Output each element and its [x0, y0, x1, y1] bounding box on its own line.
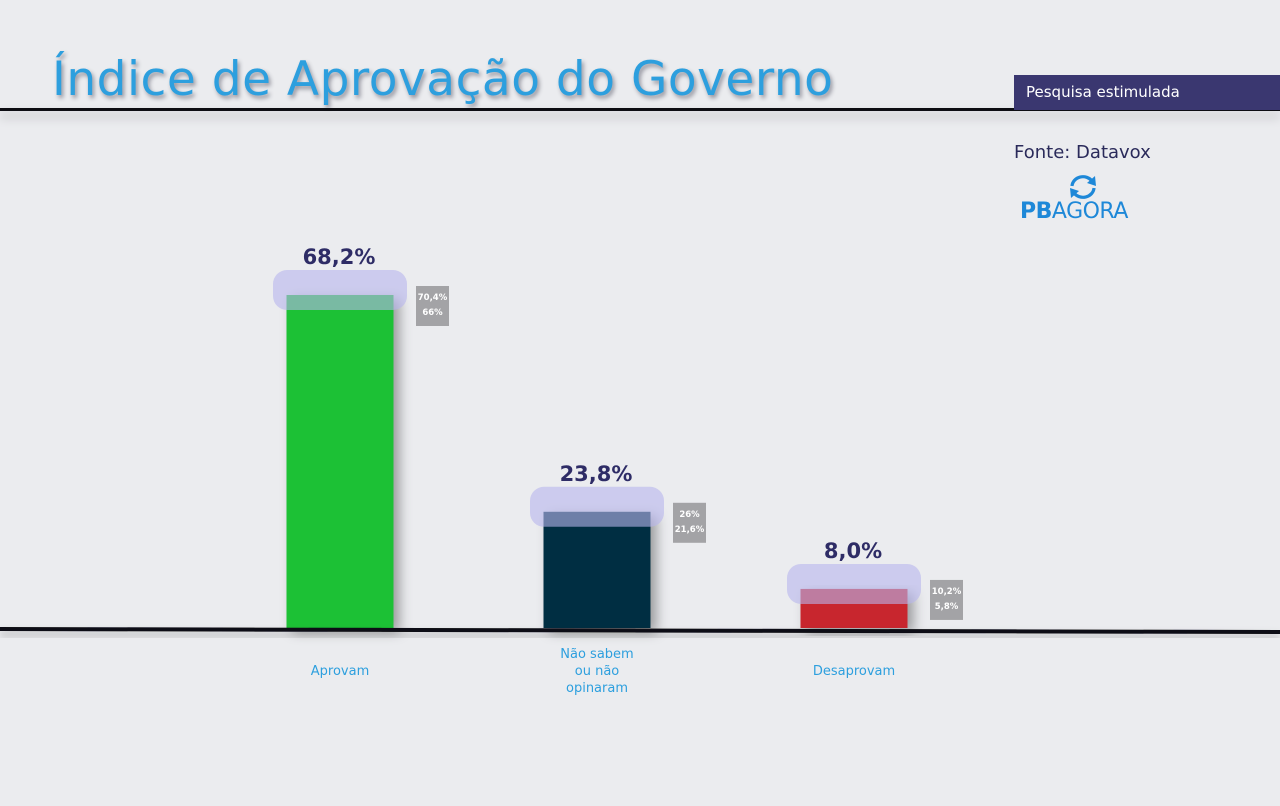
baseline: [0, 627, 1280, 634]
data-label: 68,2%: [303, 245, 376, 269]
chart-title: Índice de Aprovação do Governo: [52, 52, 834, 107]
survey-type-badge: Pesquisa estimulada: [1014, 75, 1280, 110]
bar: [286, 295, 394, 628]
category-label: Desaprovam: [812, 664, 896, 679]
range-box: [416, 286, 449, 326]
range-box: [930, 579, 963, 620]
bar-highlight: [273, 270, 407, 310]
range-label: 10,2%: [932, 587, 962, 597]
bar: [543, 511, 651, 628]
source-label: Fonte: Datavox: [1014, 142, 1151, 163]
range-label: 66%: [422, 308, 443, 318]
logo-wordmark: PBAGORA: [1020, 199, 1128, 224]
range-label: 5,8%: [935, 602, 959, 612]
data-label: 8,0%: [824, 539, 882, 563]
range-label: 70,4%: [418, 293, 448, 303]
title-divider: [0, 108, 1280, 111]
range-label: 26%: [679, 510, 700, 520]
range-box: [673, 502, 706, 543]
pbagora-logo: PBAGORA: [1020, 173, 1150, 229]
bar-highlight: [787, 563, 921, 604]
data-label: 23,8%: [560, 462, 633, 486]
category-label: Aprovam: [310, 664, 370, 679]
category-label: Não sabem ou não opinaram: [560, 647, 634, 696]
refresh-arrows-icon: [1070, 175, 1096, 199]
range-label: 21,6%: [675, 525, 705, 535]
bar-highlight: [530, 486, 664, 527]
